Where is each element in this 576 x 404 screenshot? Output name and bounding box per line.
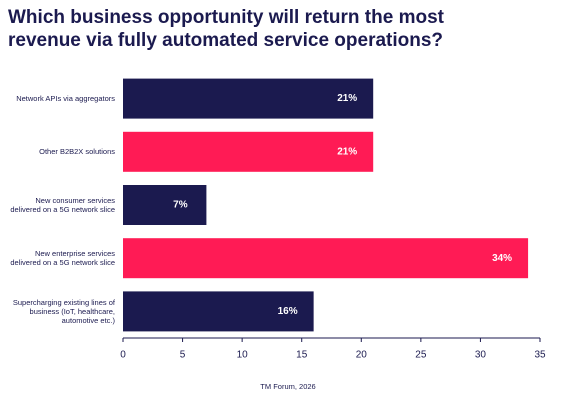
x-tick-label: 35 [534,350,546,361]
bar [123,291,314,332]
source: TM Forum, 2026 [260,382,316,391]
category-label: Other B2B2X solutions [39,147,115,157]
bar [123,238,529,279]
x-tick-label: 30 [475,350,487,361]
x-tick-label: 15 [296,350,308,361]
chart-title: Which business opportunity will return t… [8,7,444,51]
bar [123,131,374,172]
value-label: 16% [278,306,298,317]
x-tick-label: 0 [120,350,126,361]
x-tick-label: 10 [237,350,249,361]
value-label: 34% [492,253,512,264]
bar [123,185,207,225]
x-tick-label: 5 [180,350,186,361]
category-label: New consumer services delivered on a 5G … [10,196,115,214]
x-tick-label: 20 [356,350,368,361]
category-label: Network APIs via aggregators [16,94,115,104]
value-label: 7% [173,200,188,211]
category-label: Supercharging existing lines of business… [12,297,115,325]
category-label: New enterprise services delivered on a 5… [10,249,115,268]
x-tick-label: 25 [415,350,427,361]
value-label: 21% [337,93,357,104]
value-label: 21% [337,146,357,157]
bar [123,78,374,119]
